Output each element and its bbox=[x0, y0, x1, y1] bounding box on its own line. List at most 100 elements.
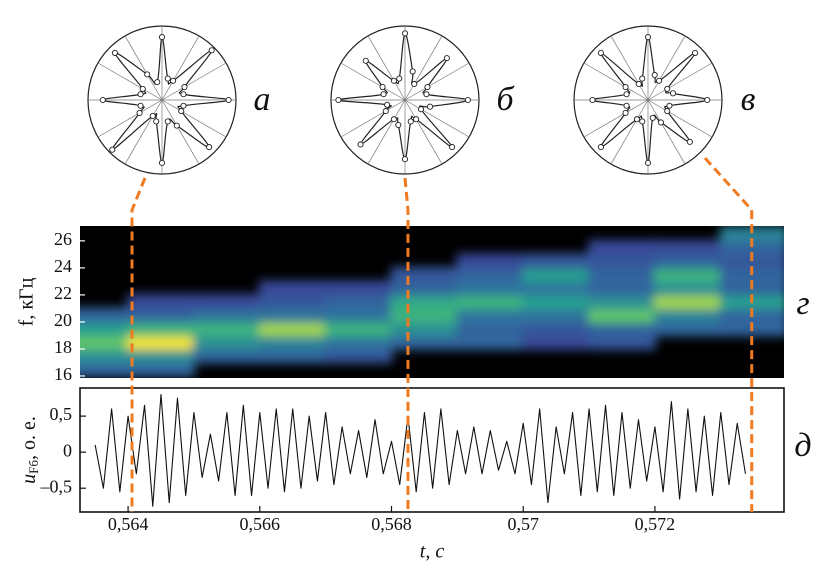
y-axis-label-rest: , о. е. bbox=[18, 416, 40, 460]
spectrogram-cell bbox=[456, 293, 525, 310]
spectrogram-cell bbox=[588, 280, 656, 296]
panel-label: б bbox=[496, 81, 515, 118]
polar-grid-line bbox=[610, 35, 649, 101]
polar-point bbox=[362, 57, 369, 64]
polar-point bbox=[149, 112, 156, 120]
polar-grid-line bbox=[340, 62, 406, 101]
spectrogram-cell bbox=[258, 280, 327, 296]
spectrogram-cell bbox=[653, 266, 722, 283]
polar-point bbox=[139, 85, 146, 92]
polar-point bbox=[181, 84, 188, 91]
polar-plot bbox=[87, 25, 237, 175]
spectrogram-cell bbox=[324, 334, 393, 350]
polar-point bbox=[656, 77, 663, 84]
time-marker bbox=[130, 177, 147, 512]
polar-point bbox=[426, 103, 434, 110]
polar-point bbox=[692, 49, 699, 56]
x-tick-label: 0,564 bbox=[108, 514, 149, 534]
panel-label: д bbox=[794, 427, 811, 464]
spectrogram-cell bbox=[719, 239, 784, 256]
spectrogram-cell bbox=[522, 266, 591, 283]
spectrogram-cell bbox=[258, 293, 327, 310]
spectrogram-cell bbox=[80, 320, 130, 337]
y-tick-label: 0 bbox=[63, 440, 72, 460]
spectrogram-cell bbox=[258, 307, 327, 323]
polar-grid-line bbox=[583, 62, 649, 101]
polar-point bbox=[401, 156, 409, 163]
spectrogram-cell bbox=[588, 266, 656, 283]
spectrogram-cell bbox=[192, 347, 261, 364]
spectrogram-cell bbox=[127, 347, 195, 364]
polar-point bbox=[137, 91, 144, 98]
polar-point bbox=[170, 77, 177, 84]
spectrogram-cell bbox=[719, 320, 784, 337]
spectrogram-cell bbox=[127, 361, 195, 377]
spectrogram-cell bbox=[80, 307, 130, 323]
polar-point bbox=[651, 71, 658, 79]
polar-point bbox=[158, 159, 166, 166]
spectrogram-cell bbox=[192, 334, 261, 350]
polar-point bbox=[390, 116, 397, 123]
spectrogram-cell bbox=[80, 361, 130, 377]
spectrogram-cell bbox=[456, 307, 525, 323]
spectrogram-cell bbox=[719, 253, 784, 269]
polar-point bbox=[154, 79, 161, 86]
spectrogram-cell bbox=[522, 280, 591, 296]
y-tick-label: 22 bbox=[54, 283, 72, 303]
polar-plot bbox=[330, 25, 480, 175]
spectrogram-cell bbox=[588, 307, 656, 323]
polar-point bbox=[635, 80, 642, 88]
spectrogram-cell bbox=[588, 253, 656, 269]
polar-grid-line bbox=[161, 35, 200, 101]
polar-point bbox=[623, 102, 630, 109]
spectrogram-cell bbox=[653, 239, 722, 256]
spectrogram-cell bbox=[522, 253, 591, 269]
spectrogram-cell bbox=[192, 307, 261, 323]
spectrogram-cells bbox=[80, 226, 784, 377]
polar-point bbox=[644, 34, 652, 41]
polar-point bbox=[335, 96, 342, 104]
spectrogram-cell bbox=[258, 347, 327, 364]
polar-point bbox=[225, 96, 232, 104]
spectrogram-cell bbox=[80, 334, 130, 350]
y-axis-label: uFб, о. е. bbox=[18, 416, 41, 484]
polar-point bbox=[423, 91, 430, 98]
polar-grid-line bbox=[124, 99, 163, 165]
polar-point bbox=[407, 118, 414, 125]
polar-point bbox=[164, 118, 171, 125]
polar-point bbox=[633, 116, 640, 123]
polar-point bbox=[622, 109, 629, 116]
x-tick-label: 0,568 bbox=[371, 514, 412, 534]
polar-point bbox=[180, 91, 187, 98]
polar-point bbox=[144, 71, 151, 78]
spectrogram-cell bbox=[588, 293, 656, 310]
y-axis-label-main: u bbox=[18, 474, 40, 484]
polar-point bbox=[644, 159, 652, 166]
panel-label: в bbox=[741, 81, 756, 118]
spectrogram-cell bbox=[653, 307, 722, 323]
spectrogram-cell bbox=[719, 266, 784, 283]
y-tick-label: 20 bbox=[54, 310, 72, 330]
spectrogram-cell bbox=[390, 334, 459, 350]
polar-point bbox=[464, 96, 471, 104]
polar-point bbox=[206, 144, 213, 151]
x-tick-label: 0,572 bbox=[635, 514, 676, 534]
time-marker bbox=[403, 177, 410, 512]
y-axis-label-sub: Fб bbox=[26, 460, 41, 474]
polar-grid-line bbox=[97, 62, 163, 101]
polar-grid-line bbox=[340, 99, 406, 138]
polar-point bbox=[111, 49, 118, 56]
polar-point bbox=[664, 85, 671, 92]
spectrogram-cell bbox=[719, 293, 784, 310]
polar-point bbox=[639, 118, 646, 125]
polar-grid-line bbox=[161, 62, 227, 101]
y-tick-label: –0,5 bbox=[40, 476, 73, 496]
polar-point bbox=[649, 114, 656, 121]
polar-point bbox=[411, 80, 418, 88]
polar-point bbox=[401, 30, 409, 37]
polar-point bbox=[357, 141, 364, 148]
spectrogram-cell bbox=[390, 280, 459, 296]
polar-grid-line bbox=[97, 99, 163, 138]
spectrogram-cell bbox=[719, 226, 784, 242]
